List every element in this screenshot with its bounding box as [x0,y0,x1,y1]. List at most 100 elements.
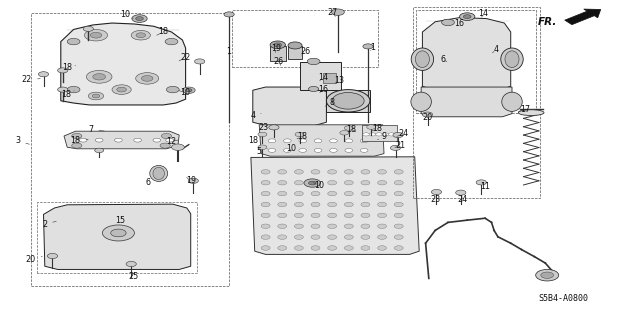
Circle shape [360,148,368,152]
Text: 15: 15 [115,216,125,225]
Circle shape [378,246,387,250]
Circle shape [126,261,136,267]
Circle shape [311,235,320,239]
Circle shape [344,126,353,130]
Circle shape [311,246,320,250]
Circle shape [261,191,270,196]
Circle shape [102,225,134,241]
Text: 26: 26 [301,47,311,56]
Text: 18: 18 [61,90,74,99]
Circle shape [328,191,337,196]
Circle shape [431,189,442,195]
Text: 24: 24 [457,195,467,204]
Circle shape [278,180,287,185]
Circle shape [378,224,387,228]
Circle shape [476,180,486,185]
Circle shape [394,235,403,239]
Circle shape [161,133,172,139]
Circle shape [361,235,370,239]
Text: 4: 4 [250,111,261,120]
Circle shape [311,213,320,218]
Circle shape [378,191,387,196]
Circle shape [88,92,104,100]
Text: 2: 2 [42,220,56,229]
Circle shape [278,235,287,239]
Circle shape [311,202,320,207]
Circle shape [294,213,303,218]
Circle shape [378,213,387,218]
Circle shape [344,224,353,228]
Circle shape [186,89,192,92]
Circle shape [332,9,344,15]
Text: 24: 24 [397,129,408,138]
Text: 18: 18 [62,63,76,72]
Circle shape [308,86,319,92]
Circle shape [95,138,103,142]
Circle shape [304,179,321,187]
Circle shape [224,12,234,17]
Circle shape [311,191,320,196]
Text: 18: 18 [297,132,307,141]
Circle shape [328,246,337,250]
Circle shape [136,33,146,37]
Circle shape [311,180,320,185]
Circle shape [344,180,353,185]
Circle shape [58,68,68,73]
Circle shape [378,170,387,174]
Text: 14: 14 [478,9,488,18]
Circle shape [361,170,370,174]
Ellipse shape [332,92,364,109]
Text: 27: 27 [328,8,338,17]
Circle shape [47,253,58,259]
Circle shape [278,202,287,207]
Bar [323,73,336,83]
Circle shape [330,139,337,143]
Circle shape [294,202,303,207]
Circle shape [79,138,87,142]
Circle shape [307,58,320,65]
Circle shape [361,180,370,185]
Bar [413,7,540,198]
Text: 6: 6 [440,55,447,64]
Circle shape [278,224,287,228]
Text: 25: 25 [128,272,138,281]
Text: 22: 22 [22,76,40,84]
Text: 3: 3 [15,136,29,145]
Circle shape [340,131,349,135]
Circle shape [328,213,337,218]
Circle shape [92,94,100,98]
Circle shape [172,144,184,150]
Circle shape [388,133,395,136]
Circle shape [394,246,403,250]
Text: 16: 16 [454,19,465,28]
Ellipse shape [518,110,544,116]
Circle shape [330,148,337,152]
Text: S5B4-A0800: S5B4-A0800 [538,294,588,303]
Text: 8: 8 [325,98,334,107]
Circle shape [344,170,353,174]
Circle shape [284,139,291,143]
Text: 26: 26 [273,57,284,66]
Circle shape [38,72,49,77]
Circle shape [314,139,322,143]
Circle shape [361,191,370,196]
Circle shape [294,246,303,250]
Circle shape [115,138,122,142]
Circle shape [361,246,370,250]
Text: 19: 19 [186,176,196,185]
Circle shape [361,202,370,207]
Circle shape [393,132,403,138]
Circle shape [345,139,353,143]
Circle shape [394,180,403,185]
Circle shape [95,148,104,153]
Circle shape [536,269,559,281]
Text: 13: 13 [334,76,344,85]
Text: 6: 6 [146,178,151,187]
Circle shape [328,202,337,207]
Polygon shape [44,204,191,269]
Bar [232,10,378,67]
Circle shape [299,139,307,143]
Circle shape [278,246,287,250]
Circle shape [261,224,270,228]
Text: 18: 18 [371,124,383,133]
